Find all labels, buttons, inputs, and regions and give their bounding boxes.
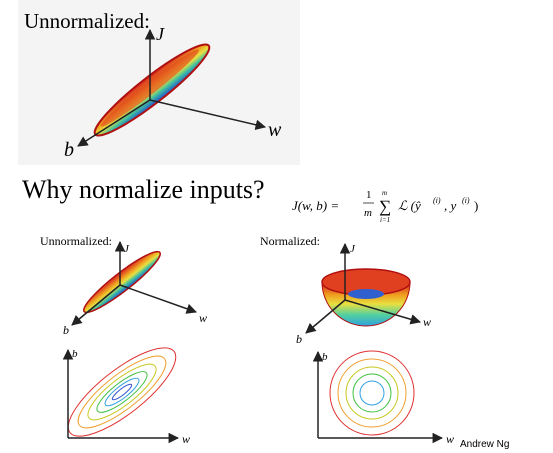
axis-label: b [322, 351, 328, 363]
axis-label: b [72, 348, 78, 360]
panel-title: Normalized: [260, 234, 320, 248]
credit: Andrew Ng [460, 439, 509, 450]
axis-label: J [350, 243, 356, 255]
formula-part: ) [474, 198, 478, 213]
panel-title: Unnormalized: [40, 234, 112, 248]
formula-part: J(w, b) = [292, 198, 339, 213]
axis-label: w [423, 315, 431, 329]
axis-label: b [64, 139, 74, 161]
axis [119, 284, 197, 314]
formula-part: ∑ [379, 197, 391, 216]
formula-part: (i) [433, 196, 441, 205]
axis [77, 99, 151, 147]
axis-label: J [156, 24, 165, 44]
axis [71, 284, 121, 326]
heading: Why normalize inputs? [22, 175, 265, 204]
formula-part: ℒ (ŷ [398, 198, 421, 213]
formula-part: 1 [366, 189, 372, 201]
formula-part: , y [444, 198, 457, 213]
formula-part: i=1 [380, 216, 390, 224]
axis-label: b [63, 323, 69, 337]
formula-part: m [364, 207, 372, 219]
axis [149, 99, 267, 130]
axis-label: w [268, 119, 282, 141]
contours [67, 347, 177, 437]
top-title: Unnormalized: [24, 9, 150, 33]
formula-part: (i) [462, 196, 470, 205]
axis-label: J [124, 243, 130, 255]
contours [329, 350, 415, 436]
axis-label: b [296, 332, 302, 346]
right-surface [321, 268, 411, 327]
axis [344, 299, 422, 325]
axis-label: w [182, 432, 190, 446]
left-surface [83, 250, 161, 314]
axis-label: w [199, 311, 207, 325]
formula-part: m [382, 189, 387, 197]
axis-label: w [446, 432, 454, 446]
formula: J(w, b) = 1 m ∑ m i=1 ℒ (ŷ (i) , y (i) ) [292, 189, 478, 224]
axis [305, 299, 346, 334]
